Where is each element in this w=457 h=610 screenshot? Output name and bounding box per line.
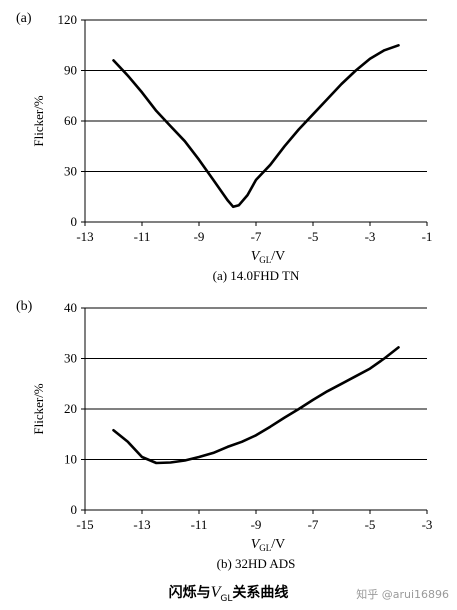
y-tick-label: 20 <box>64 401 77 416</box>
chart-panel-1: 0 30 60 90 120 -13 -11 -9 -7 -5 -3 -1 Flicker/% VGL/V… <box>16 11 432 283</box>
x-tick-label: -11 <box>191 517 208 532</box>
x-tick-label: -9 <box>251 517 262 532</box>
chart-subtitle: (b) 32HD ADS <box>217 556 296 571</box>
caption-var: V <box>210 584 221 601</box>
y-tick-label: 30 <box>64 351 77 366</box>
figure-caption: 闪烁与VGL关系曲线 <box>0 582 457 604</box>
x-tick-label: -3 <box>422 517 433 532</box>
y-tick-label: 10 <box>64 452 77 467</box>
watermark: 知乎 @arui16896 <box>356 588 449 601</box>
x-tick-label: -11 <box>134 229 151 244</box>
x-axis-title: VGL/V <box>251 537 286 553</box>
x-tick-label: -13 <box>133 517 150 532</box>
caption-suffix: 关系曲线 <box>232 585 289 601</box>
y-axis-title: Flicker/% <box>31 95 46 146</box>
x-axis-title-unit: /V <box>271 537 285 552</box>
chart-panel-2: 0 10 20 30 40 -15 -13 -11 -9 -7 -5 -3 Flicker/% VGL/V… <box>16 299 432 571</box>
x-axis-title-var: V <box>251 249 261 264</box>
caption-var-sub: GL <box>220 593 233 604</box>
x-tick-label: -3 <box>365 229 376 244</box>
y-tick-label: 0 <box>71 214 78 229</box>
y-tick-label: 30 <box>64 164 77 179</box>
x-tick-label: -9 <box>194 229 205 244</box>
y-axis-title: Flicker/% <box>31 383 46 434</box>
x-axis-title-unit: /V <box>271 249 285 264</box>
y-tick-label: 40 <box>64 300 77 315</box>
x-tick-label: -7 <box>251 229 262 244</box>
x-axis-title-sub: GL <box>259 255 271 265</box>
series-line <box>112 43 400 209</box>
x-tick-label: -7 <box>308 517 319 532</box>
x-tick-label: -5 <box>365 517 376 532</box>
y-tick-label: 90 <box>64 63 77 78</box>
panel-label: (a) <box>16 11 32 26</box>
caption-prefix: 闪烁与 <box>168 585 211 601</box>
series-line <box>112 346 400 465</box>
chart-subtitle: (a) 14.0FHD TN <box>213 268 300 283</box>
panel-label: (b) <box>16 299 33 314</box>
x-axis-title-var: V <box>251 537 261 552</box>
y-tick-label: 120 <box>58 12 78 27</box>
y-tick-label: 60 <box>64 113 77 128</box>
x-tick-label: -1 <box>422 229 433 244</box>
x-axis-title-sub: GL <box>259 543 271 553</box>
x-axis-title: VGL/V <box>251 249 286 265</box>
x-tick-label: -15 <box>76 517 93 532</box>
y-tick-label: 0 <box>71 502 78 517</box>
x-tick-label: -13 <box>76 229 93 244</box>
x-tick-label: -5 <box>308 229 319 244</box>
